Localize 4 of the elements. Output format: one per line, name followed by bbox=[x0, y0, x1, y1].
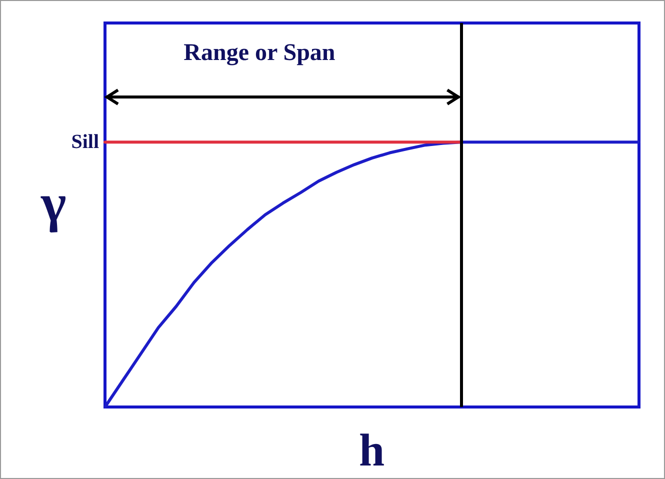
y-axis-title: γ bbox=[40, 173, 66, 233]
text: Range or Span bbox=[184, 40, 336, 66]
x-axis-title: h bbox=[359, 424, 385, 476]
series-label: Sill bbox=[71, 131, 100, 154]
